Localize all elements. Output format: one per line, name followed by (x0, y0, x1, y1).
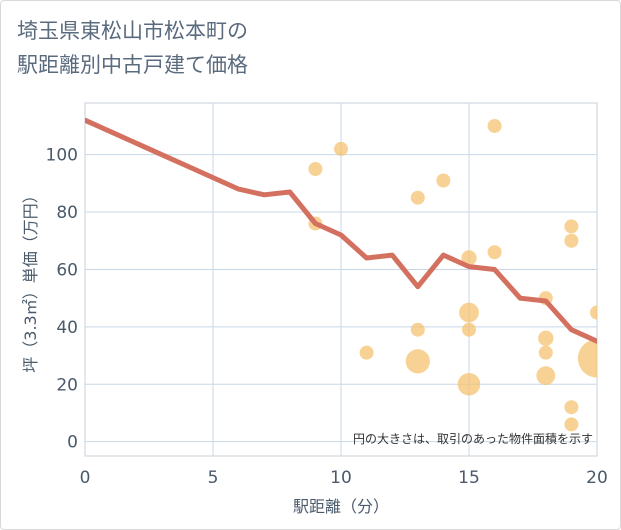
x-tick-label: 5 (208, 468, 219, 488)
size-annotation: 円の大きさは、取引のあった物件面積を示す (353, 431, 593, 446)
y-tick-label: 20 (56, 375, 78, 395)
title-line-1: 埼玉県東松山市松本町の (17, 19, 248, 43)
y-tick-label: 60 (56, 260, 78, 280)
bubble-point (405, 349, 430, 374)
bubble-point (564, 400, 579, 415)
y-tick-label: 80 (56, 203, 78, 223)
x-tick-label: 10 (330, 468, 352, 488)
x-tick-label: 20 (586, 468, 608, 488)
title-line-2: 駅距離別中古戸建て価格 (17, 53, 248, 77)
bubble-point (359, 345, 374, 360)
tick-labels: 0 5 10 15 20 0 20 40 60 80 100 (46, 146, 608, 488)
bubble-point (564, 417, 579, 432)
bubble-point (536, 366, 556, 386)
average-line (85, 117, 597, 344)
bubble-point (538, 330, 554, 347)
y-tick-label: 40 (56, 318, 78, 338)
bubble-point (538, 345, 553, 360)
y-tick-label: 100 (46, 146, 78, 166)
bubble-point (564, 219, 579, 234)
chart-title: 埼玉県東松山市松本町の 駅距離別中古戸建て価格 (17, 14, 248, 82)
y-axis-label: 坪（3.3㎡）単価（万円） (21, 187, 40, 372)
bubble-point (564, 233, 579, 248)
bubble-point (577, 339, 597, 378)
x-tick-label: 0 (80, 468, 91, 488)
bubble-point (436, 173, 451, 188)
bubble-point (457, 372, 481, 396)
bubble-point (334, 141, 348, 156)
bubble-point (487, 118, 502, 133)
bubble-point (459, 302, 479, 323)
bubble-point (487, 245, 502, 260)
y-tick-label: 0 (67, 433, 78, 453)
bubble-point (590, 305, 597, 320)
x-tick-label: 15 (458, 468, 480, 488)
bubble-point (308, 162, 323, 177)
bubble-point (462, 322, 476, 337)
bubble-point (410, 190, 425, 205)
x-axis-label: 駅距離（分） (293, 497, 389, 516)
bubble-point (461, 250, 477, 266)
bubble-point (410, 322, 425, 337)
